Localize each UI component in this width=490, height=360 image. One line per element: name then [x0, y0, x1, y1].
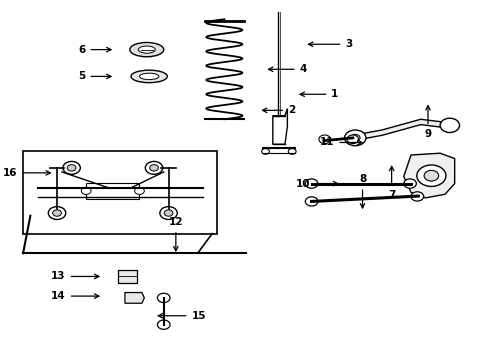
Text: 12: 12 — [169, 217, 183, 251]
Bar — [23, 152, 217, 234]
Circle shape — [49, 207, 66, 220]
Bar — [118, 270, 137, 283]
Text: 9: 9 — [424, 105, 432, 139]
Circle shape — [164, 210, 173, 216]
Circle shape — [157, 320, 170, 329]
Text: 16: 16 — [3, 168, 50, 178]
Circle shape — [135, 187, 145, 194]
Circle shape — [305, 197, 318, 206]
Text: 15: 15 — [158, 311, 206, 321]
Text: 2: 2 — [263, 105, 295, 115]
Text: 13: 13 — [51, 271, 99, 282]
Circle shape — [63, 161, 80, 174]
Text: 11: 11 — [320, 138, 362, 148]
Circle shape — [404, 179, 416, 188]
Text: 7: 7 — [388, 166, 395, 200]
Polygon shape — [353, 119, 450, 141]
Circle shape — [440, 118, 460, 132]
Circle shape — [67, 165, 76, 171]
Text: 5: 5 — [78, 71, 111, 81]
Circle shape — [319, 135, 331, 144]
Ellipse shape — [131, 70, 168, 83]
Text: 3: 3 — [309, 39, 353, 49]
Polygon shape — [125, 293, 145, 303]
Circle shape — [157, 293, 170, 302]
Circle shape — [262, 149, 270, 154]
Circle shape — [149, 165, 158, 171]
Circle shape — [81, 187, 91, 194]
Text: 4: 4 — [269, 64, 307, 74]
Circle shape — [305, 179, 318, 188]
Circle shape — [347, 135, 359, 144]
Text: 14: 14 — [51, 291, 99, 301]
Circle shape — [146, 161, 163, 174]
Circle shape — [344, 130, 366, 146]
Circle shape — [350, 134, 360, 141]
Text: 1: 1 — [300, 89, 339, 99]
Circle shape — [53, 210, 61, 216]
Ellipse shape — [130, 42, 164, 57]
Circle shape — [411, 192, 424, 201]
Text: 10: 10 — [295, 179, 338, 189]
Circle shape — [424, 170, 439, 181]
Text: 8: 8 — [359, 174, 366, 208]
Text: 6: 6 — [78, 45, 111, 55]
Circle shape — [417, 165, 446, 186]
Polygon shape — [404, 153, 455, 198]
Ellipse shape — [138, 46, 155, 53]
Ellipse shape — [140, 73, 159, 80]
Circle shape — [288, 149, 296, 154]
Circle shape — [160, 207, 177, 220]
